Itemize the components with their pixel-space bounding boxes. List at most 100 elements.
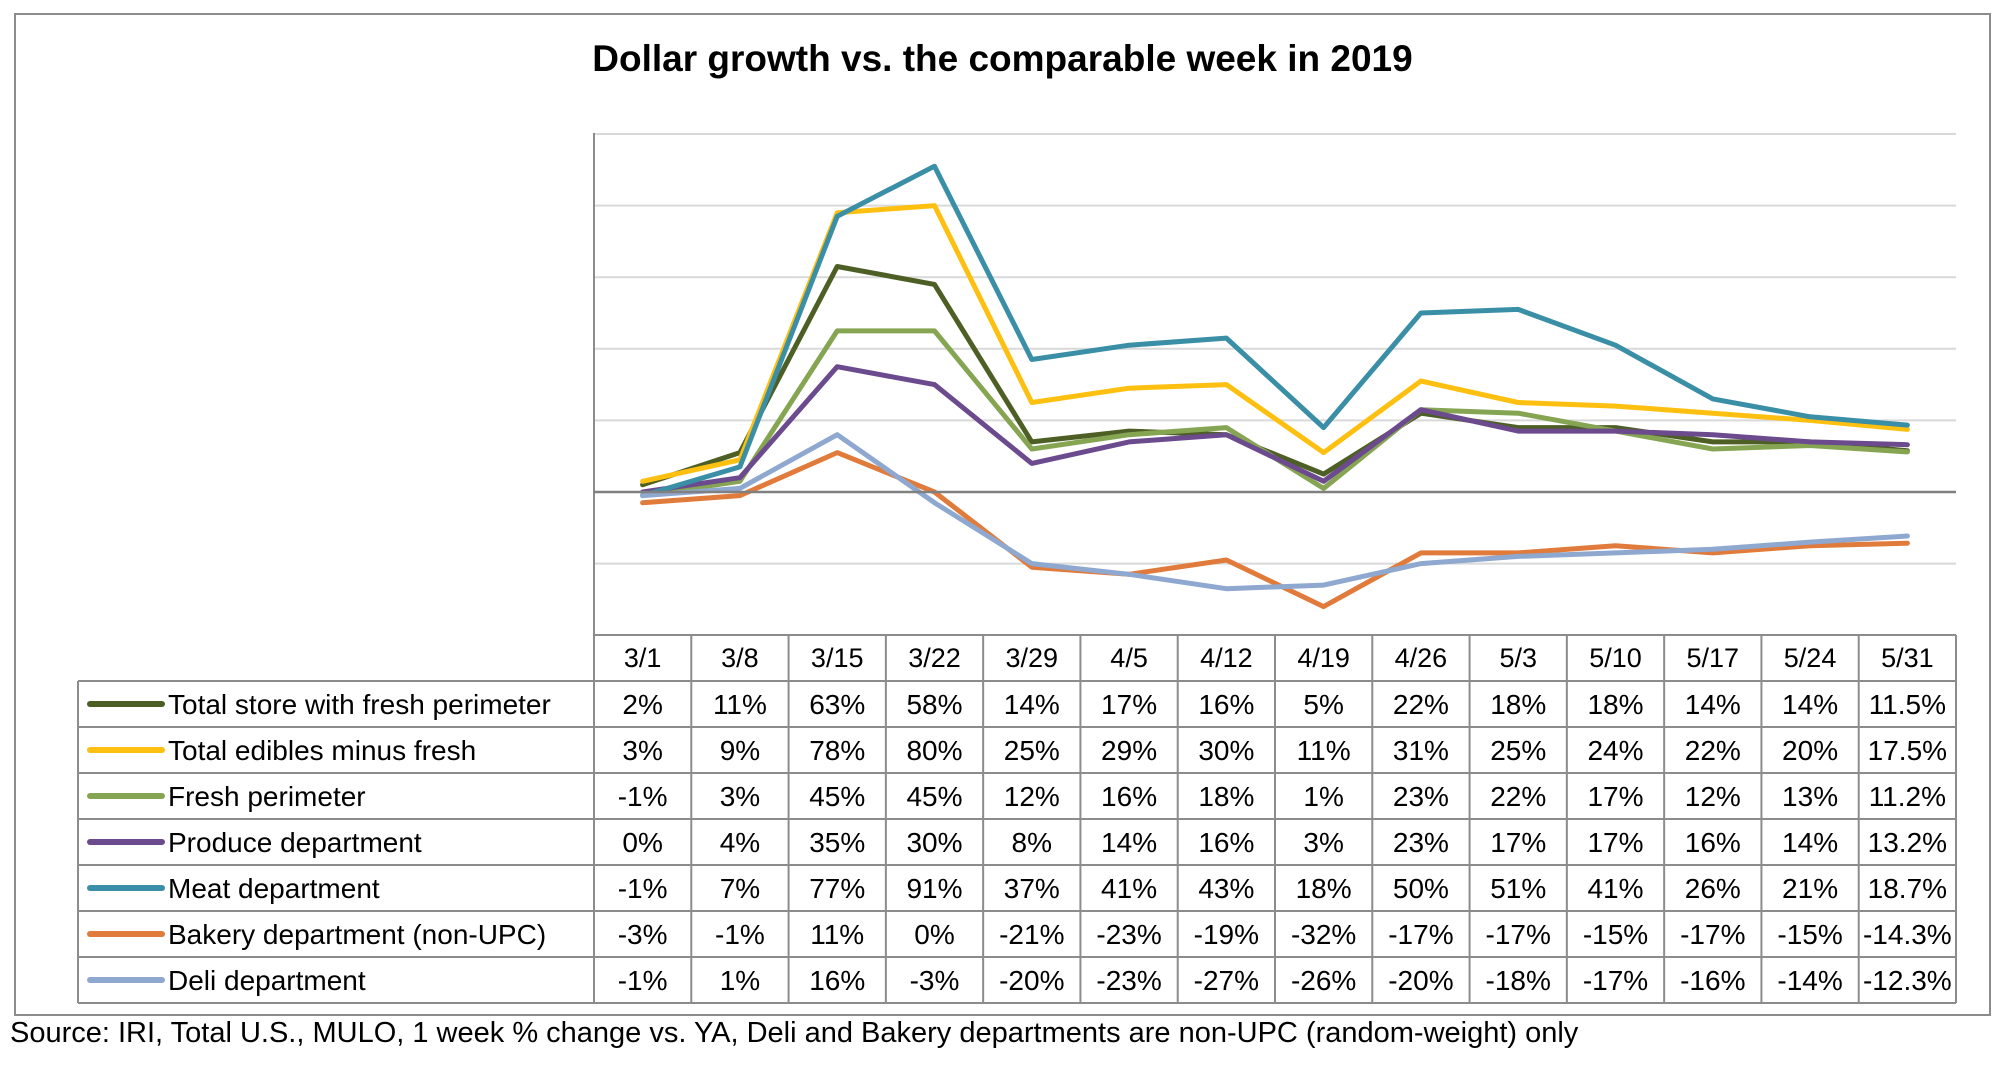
- data-label: -26%: [1291, 965, 1356, 996]
- x-tick-label: 3/8: [721, 643, 759, 673]
- data-label: -23%: [1096, 919, 1161, 950]
- x-tick-label: 3/15: [811, 643, 864, 673]
- data-label: 16%: [1198, 689, 1254, 720]
- data-label: 5%: [1303, 689, 1343, 720]
- data-label: 37%: [1004, 873, 1060, 904]
- data-label: 11%: [713, 689, 767, 720]
- data-label: 17%: [1490, 827, 1546, 858]
- data-label: -12.3%: [1863, 965, 1952, 996]
- data-label: -17%: [1388, 919, 1453, 950]
- data-label: 45%: [906, 781, 962, 812]
- data-label: 30%: [1198, 735, 1254, 766]
- data-label: 20%: [1782, 735, 1838, 766]
- data-label: 11%: [1297, 735, 1351, 766]
- x-tick-label: 4/19: [1297, 643, 1350, 673]
- data-label: 17%: [1587, 827, 1643, 858]
- data-label: 18%: [1490, 689, 1546, 720]
- data-label: 14%: [1004, 689, 1060, 720]
- data-label: 16%: [1685, 827, 1741, 858]
- data-label: -18%: [1486, 965, 1551, 996]
- data-label: 30%: [906, 827, 962, 858]
- data-label: 25%: [1004, 735, 1060, 766]
- data-label: -17%: [1680, 919, 1745, 950]
- data-label: 77%: [809, 873, 865, 904]
- data-label: 3%: [720, 781, 760, 812]
- data-label: 14%: [1685, 689, 1741, 720]
- data-label: 22%: [1393, 689, 1449, 720]
- x-tick-label: 3/22: [908, 643, 961, 673]
- data-label: 21%: [1782, 873, 1838, 904]
- data-label: -16%: [1680, 965, 1745, 996]
- data-label: -17%: [1583, 965, 1648, 996]
- data-label: 31%: [1393, 735, 1449, 766]
- data-label: 22%: [1685, 735, 1741, 766]
- x-tick-label: 5/17: [1687, 643, 1740, 673]
- data-label: 23%: [1393, 781, 1449, 812]
- data-label: 3%: [622, 735, 662, 766]
- x-tick-label: 5/10: [1589, 643, 1642, 673]
- data-label: -1%: [715, 919, 765, 950]
- data-label: 14%: [1782, 689, 1838, 720]
- x-tick-label: 4/26: [1395, 643, 1448, 673]
- data-label: 14%: [1101, 827, 1157, 858]
- x-tick-label: 5/3: [1499, 643, 1537, 673]
- data-label: -21%: [999, 919, 1064, 950]
- data-label: 18%: [1296, 873, 1352, 904]
- data-label: -1%: [618, 873, 668, 904]
- x-tick-label: 5/24: [1784, 643, 1837, 673]
- x-tick-label: 5/31: [1881, 643, 1934, 673]
- legend-label: Bakery department (non-UPC): [168, 919, 546, 950]
- data-label: 17%: [1587, 781, 1643, 812]
- legend-label: Fresh perimeter: [168, 781, 366, 812]
- data-label: 63%: [809, 689, 865, 720]
- data-label: 18%: [1198, 781, 1254, 812]
- data-label: -32%: [1291, 919, 1356, 950]
- data-label: -3%: [910, 965, 960, 996]
- data-label: 22%: [1490, 781, 1546, 812]
- series-line-6: [640, 450, 1910, 610]
- data-label: 1%: [720, 965, 760, 996]
- data-label: -17%: [1486, 919, 1551, 950]
- data-label: 51%: [1490, 873, 1546, 904]
- x-tick-label: 4/5: [1110, 643, 1148, 673]
- data-label: 11.5%: [1869, 689, 1946, 720]
- data-label: 12%: [1685, 781, 1741, 812]
- legend-label: Total store with fresh perimeter: [168, 689, 551, 720]
- data-label: 24%: [1587, 735, 1643, 766]
- data-label: -14%: [1777, 965, 1842, 996]
- data-label: 43%: [1198, 873, 1254, 904]
- data-label: 23%: [1393, 827, 1449, 858]
- data-label: 29%: [1101, 735, 1157, 766]
- data-label: 35%: [809, 827, 865, 858]
- data-label: 91%: [906, 873, 962, 904]
- data-label: 2%: [622, 689, 662, 720]
- data-label: 11%: [810, 919, 864, 950]
- data-label: 12%: [1004, 781, 1060, 812]
- data-label: -15%: [1777, 919, 1842, 950]
- data-label: 11.2%: [1869, 781, 1946, 812]
- data-label: 16%: [1198, 827, 1254, 858]
- x-tick-label: 3/1: [624, 643, 662, 673]
- data-label: -27%: [1194, 965, 1259, 996]
- data-label: 9%: [720, 735, 760, 766]
- data-label: -20%: [1388, 965, 1453, 996]
- data-label: 0%: [914, 919, 954, 950]
- data-label: 17.5%: [1868, 735, 1947, 766]
- data-label: 16%: [1101, 781, 1157, 812]
- data-label: -1%: [618, 781, 668, 812]
- data-label: 4%: [720, 827, 760, 858]
- legend-label: Deli department: [168, 965, 366, 996]
- legend-label: Total edibles minus fresh: [168, 735, 476, 766]
- chart-frame: [14, 13, 1991, 1016]
- data-label: 41%: [1101, 873, 1157, 904]
- data-label: 18%: [1587, 689, 1643, 720]
- data-label: 7%: [720, 873, 760, 904]
- data-label: 16%: [809, 965, 865, 996]
- data-label: -3%: [618, 919, 668, 950]
- series-line-4: [640, 364, 1910, 495]
- source-note: Source: IRI, Total U.S., MULO, 1 week % …: [10, 1017, 1579, 1049]
- data-label: -23%: [1096, 965, 1161, 996]
- data-label: 80%: [906, 735, 962, 766]
- data-label: -15%: [1583, 919, 1648, 950]
